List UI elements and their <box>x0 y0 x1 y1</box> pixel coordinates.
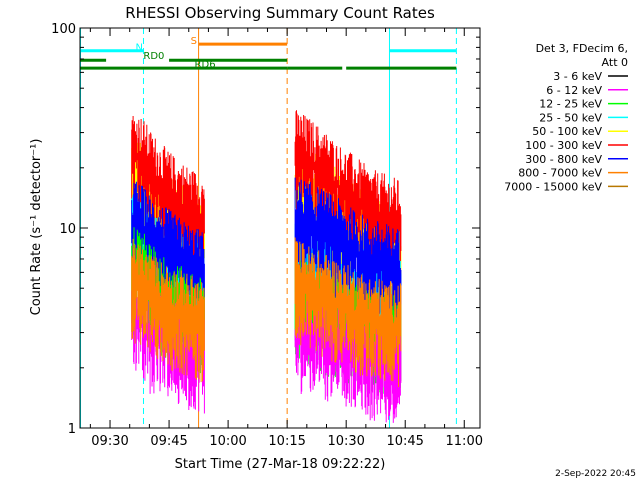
x-tick-label: 10:30 <box>327 434 364 449</box>
legend-entry-label: 300 - 800 keV <box>525 153 602 166</box>
legend-header: Att 0 <box>602 56 628 69</box>
legend-entry-label: 800 - 7000 keV <box>518 167 602 180</box>
x-tick-label: 10:45 <box>386 434 423 449</box>
legend-entry-label: 7000 - 15000 keV <box>504 180 602 193</box>
footer-date: 2-Sep-2022 20:45 <box>555 469 636 479</box>
x-tick-label: 11:00 <box>446 434 483 449</box>
flag-bar-label: RD0 <box>143 51 164 62</box>
legend-entry-label: 12 - 25 keV <box>539 98 602 111</box>
legend-header: Det 3, FDecim 6, <box>536 42 628 55</box>
legend-entry-label: 50 - 100 keV <box>532 125 602 138</box>
x-tick-label: 09:45 <box>150 434 187 449</box>
plot-area: N S RD0 RD6 1 10 100 09:30 09:45 10:00 10:15 10:30 1… <box>51 22 483 449</box>
flag-bar-label: S <box>191 36 197 47</box>
flag-bar-label: N <box>136 43 143 54</box>
legend-entry-label: 100 - 300 keV <box>525 139 602 152</box>
series-trace <box>131 237 402 388</box>
series-trace <box>131 110 402 278</box>
flag-bar-label: RD6 <box>195 60 216 71</box>
y-tick-label: 10 <box>59 222 76 237</box>
x-axis-label: Start Time (27-Mar-18 09:22:22) <box>175 457 386 472</box>
x-tick-label: 10:15 <box>268 434 305 449</box>
y-tick-label: 1 <box>68 422 76 437</box>
legend-entry-label: 25 - 50 keV <box>539 111 602 124</box>
y-axis-label: Count Rate (s⁻¹ detector⁻¹) <box>29 139 44 316</box>
x-tick-label: 10:00 <box>209 434 246 449</box>
y-tick-label: 100 <box>51 22 76 37</box>
legend-entry-label: 3 - 6 keV <box>553 70 602 83</box>
chart-title: RHESSI Observing Summary Count Rates <box>125 4 435 22</box>
x-tick-label: 09:30 <box>91 434 128 449</box>
legend-entry-label: 6 - 12 keV <box>546 84 602 97</box>
